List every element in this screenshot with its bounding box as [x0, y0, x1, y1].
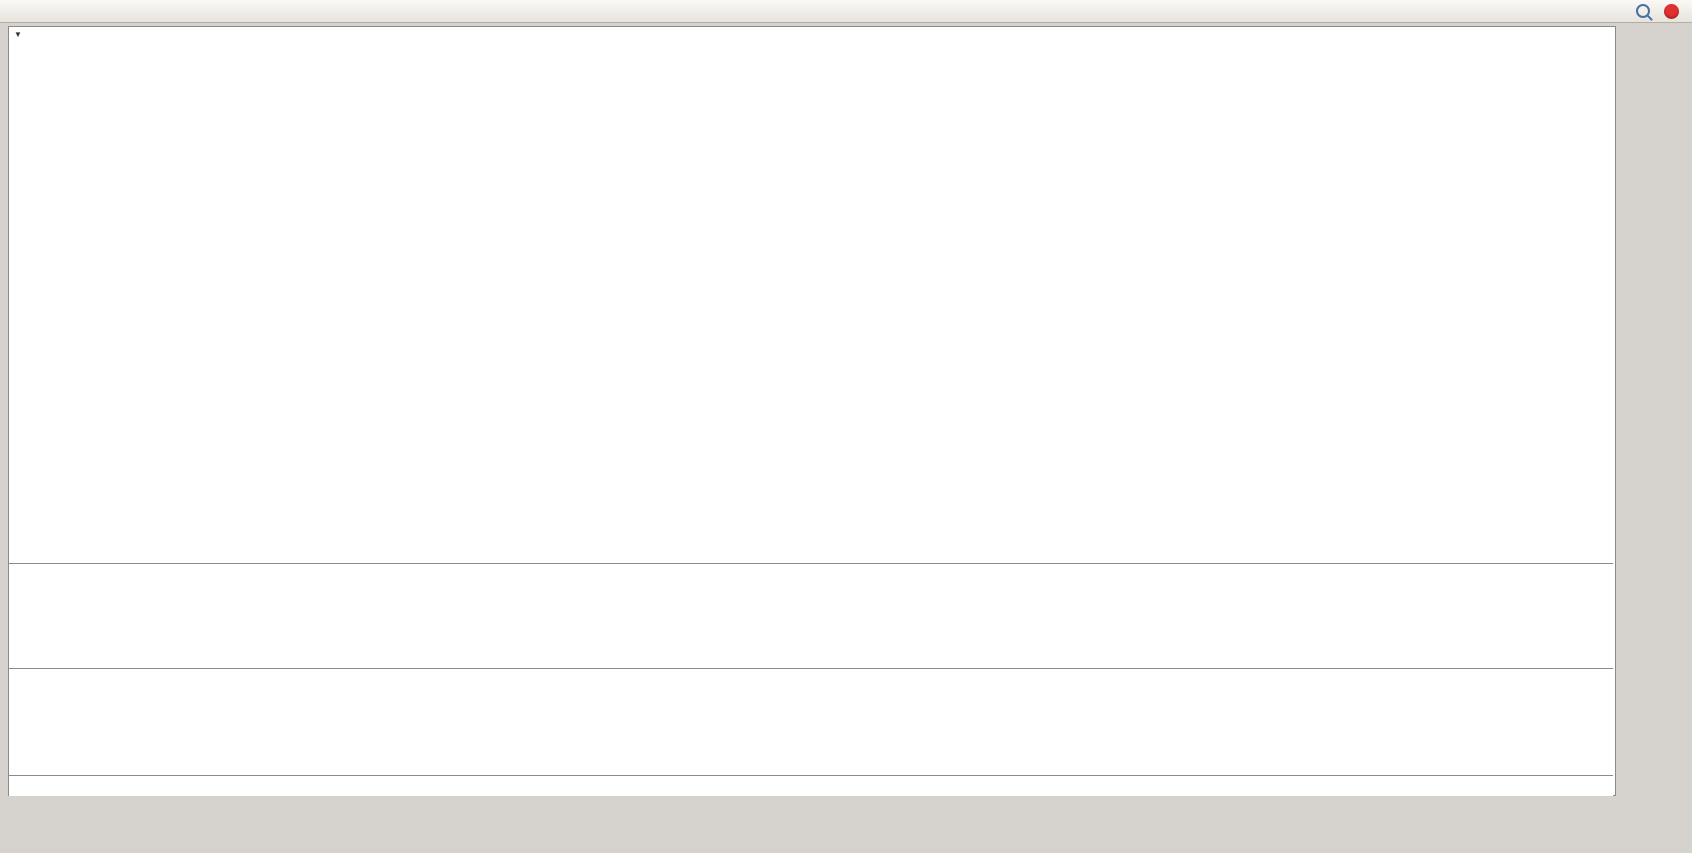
rsi-panel: [9, 668, 1613, 775]
notification-badge[interactable]: [1664, 3, 1679, 19]
price-chart[interactable]: [9, 27, 1613, 563]
one-click-trading-toggle[interactable]: ▼: [14, 30, 22, 39]
toolbar-right-group: [1636, 3, 1689, 19]
chart-window: ▼: [8, 26, 1616, 796]
rsi-chart[interactable]: [9, 669, 1613, 775]
main-chart-panel: ▼: [9, 27, 1613, 563]
macd-panel: [9, 563, 1613, 668]
macd-chart[interactable]: [9, 564, 1613, 668]
search-icon[interactable]: [1636, 4, 1650, 18]
chart-title: ▼: [14, 30, 38, 39]
time-axis[interactable]: [9, 775, 1613, 796]
main-toolbar: [0, 0, 1692, 23]
